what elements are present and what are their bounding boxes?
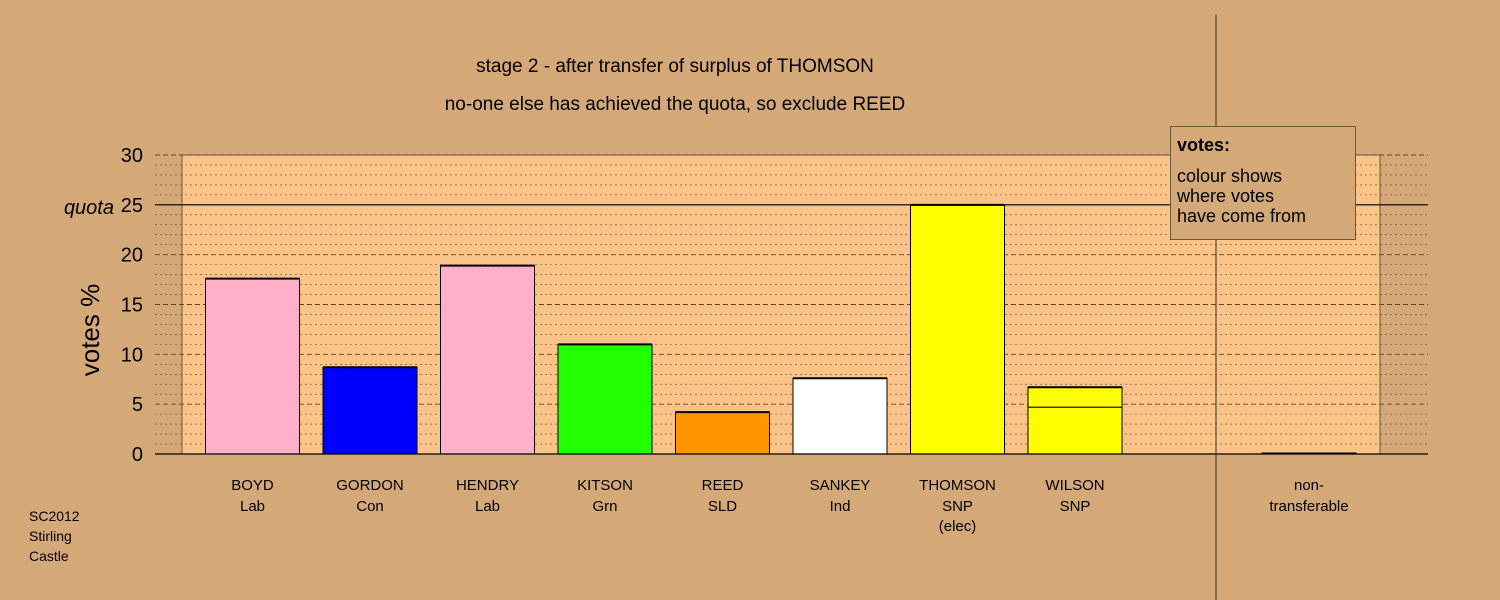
candidate-party: Lab [240,498,265,515]
candidate-name: GORDON [336,477,404,494]
candidate-party: Ind [830,498,851,515]
legend-box: votes: colour shows where votes have com… [1170,126,1356,240]
bar-segment [1027,386,1123,408]
y-tick-label: 30 [121,145,143,167]
footnote-line-2: Stirling [29,528,72,544]
candidate-party: Grn [592,498,617,515]
legend-line-3: have come from [1177,206,1307,226]
bar-segment [322,366,418,455]
nontransferable-label: non- transferable [1269,477,1348,515]
footnote: SC2012 Stirling Castle [29,506,80,566]
candidate-name: KITSON [577,477,633,494]
candidate-party: SNP [942,498,973,515]
nontransferable-label-line1: non- [1294,477,1324,494]
candidate-name: HENDRY [456,477,519,494]
legend-title: votes: [1177,135,1231,155]
bar-segment [205,278,300,455]
chart-subtitle: no-one else has achieved the quota, so e… [445,94,906,115]
bar-segment [440,265,535,455]
footnote-line-1: SC2012 [29,508,80,524]
candidate-party: SLD [708,498,737,515]
chart-title: stage 2 - after transfer of surplus of T… [476,56,874,77]
bar-segment [792,377,888,455]
bar-segment [675,411,770,455]
candidate-name: THOMSON [919,477,996,494]
quota-label: quota [64,197,114,219]
bar-segment [557,343,653,455]
candidate-party: Con [356,498,384,515]
y-tick-label: 0 [132,444,143,466]
nontransferable-label-line2: transferable [1269,498,1348,515]
axes: 0 5 10 15 20 25 30 BOYD Lab GORDON Con HENDRY Lab KIT… [121,15,1428,600]
bar-segment [910,204,1005,455]
y-axis-label: votes % [75,284,105,377]
footnote-line-3: Castle [29,548,69,564]
bars [205,203,1357,455]
bar-segment [1027,406,1123,455]
y-tick-label: 5 [132,394,143,416]
candidate-name: BOYD [231,477,274,494]
candidate-name: REED [702,477,744,494]
legend-line-1: colour shows [1177,166,1283,186]
candidate-party: Lab [475,498,500,515]
candidate-party: SNP [1060,498,1091,515]
candidate-name: SANKEY [810,477,871,494]
legend-line-2: where votes [1177,186,1275,206]
candidate-note: (elec) [939,518,977,535]
candidate-name: WILSON [1045,477,1104,494]
y-tick-label: 20 [121,245,143,267]
y-tick-label: 25 [121,195,143,217]
y-tick-label: 10 [121,344,143,366]
y-tick-label: 15 [121,295,143,317]
